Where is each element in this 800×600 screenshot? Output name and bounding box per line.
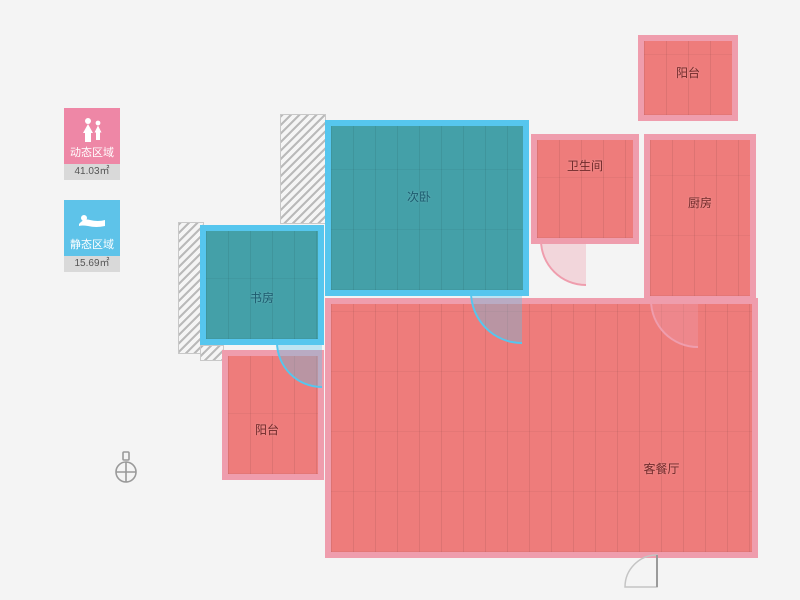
entry-door-icon [620, 552, 680, 592]
legend-static-box: 静态区域 [64, 200, 120, 256]
legend-static-label: 静态区域 [70, 236, 114, 252]
room-label: 阳台 [676, 64, 700, 81]
legend-dynamic-label: 动态区域 [70, 144, 114, 160]
legend-dynamic: 动态区域 41.03㎡ [64, 108, 120, 180]
sleep-icon [76, 208, 108, 232]
room-second-bedroom: 次卧 [325, 120, 529, 296]
people-icon [77, 116, 107, 144]
room-study: 书房 [200, 225, 324, 345]
room-bathroom: 卫生间 [531, 134, 639, 244]
room-balcony-top: 阳台 [638, 35, 738, 121]
room-label: 次卧 [407, 188, 431, 205]
hatched-area [280, 114, 326, 224]
room-label: 卫生间 [567, 157, 603, 174]
legend-dynamic-box: 动态区域 [64, 108, 120, 164]
room-kitchen: 厨房 [644, 134, 756, 302]
compass-icon [110, 450, 142, 486]
legend-static: 静态区域 15.69㎡ [64, 200, 120, 272]
room-label: 书房 [250, 289, 274, 306]
legend-static-value: 15.69㎡ [64, 256, 120, 272]
room-label: 客餐厅 [643, 460, 679, 477]
room-label: 厨房 [688, 194, 712, 211]
legend-dynamic-value: 41.03㎡ [64, 164, 120, 180]
hatched-area [200, 345, 224, 361]
room-label: 阳台 [255, 421, 279, 438]
